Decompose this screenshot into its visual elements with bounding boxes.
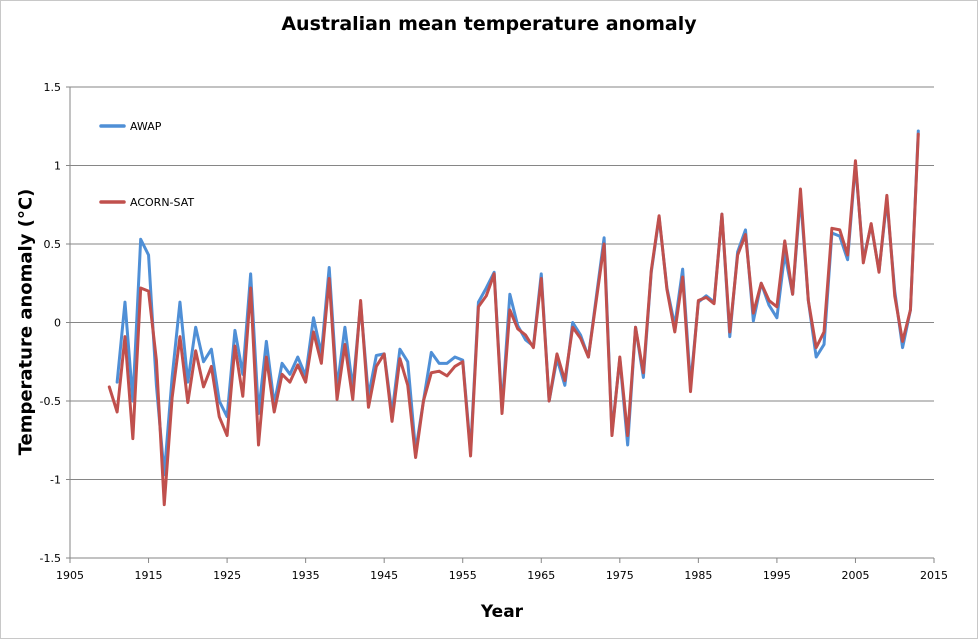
y-tick-label: 1 — [54, 160, 61, 173]
legend-label: ACORN-SAT — [130, 196, 194, 209]
x-tick-label: 2015 — [920, 569, 948, 582]
y-tick-label: -1 — [50, 474, 61, 487]
x-tick-label: 1925 — [213, 569, 241, 582]
y-tick-label: 0.5 — [44, 238, 62, 251]
axes — [66, 86, 935, 563]
y-tick-label: -0.5 — [40, 395, 61, 408]
x-tick-label: 1995 — [763, 569, 791, 582]
legend: AWAP ACORN-SAT — [99, 120, 194, 209]
x-tick-label: 1965 — [527, 569, 555, 582]
series-line-acorn-sat — [107, 132, 920, 507]
x-axis-label: Year — [480, 602, 524, 622]
series-line-awap — [115, 129, 920, 477]
series-lines — [107, 129, 920, 507]
y-tick-label: -1.5 — [40, 552, 61, 565]
legend-label: AWAP — [130, 120, 162, 133]
gridlines — [70, 86, 934, 559]
x-tick-label: 1975 — [606, 569, 634, 582]
x-tick-label: 1915 — [135, 569, 163, 582]
x-tick-label: 1905 — [56, 569, 84, 582]
x-tick-label: 1935 — [292, 569, 320, 582]
x-tick-label: 1955 — [449, 569, 477, 582]
y-tick-label: 1.5 — [44, 81, 62, 94]
x-tick-label: 1945 — [370, 569, 398, 582]
y-tick-label: 0 — [54, 317, 61, 330]
x-tick-label: 2005 — [841, 569, 869, 582]
x-tick-label: 1985 — [684, 569, 712, 582]
tick-labels: -1.5 -1 -0.5 0 0.5 1 1.5 1905 1915 1925 1935 1945 19… — [40, 81, 948, 582]
chart-title: Australian mean temperature anomaly — [281, 13, 697, 35]
